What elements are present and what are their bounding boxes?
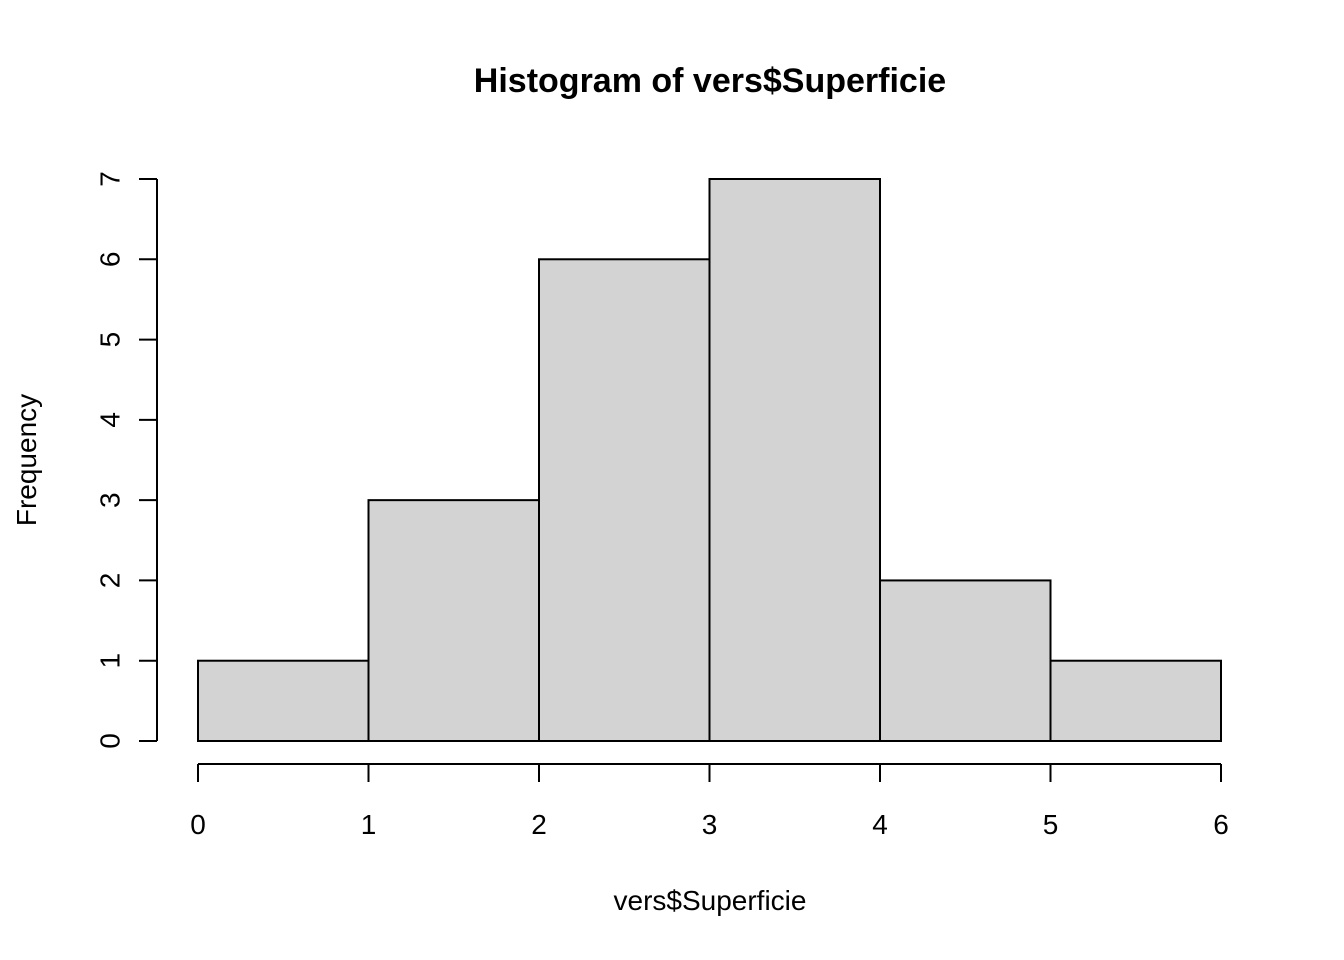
x-tick-label-2: 2 (531, 809, 547, 840)
y-tick-label-2: 2 (95, 573, 126, 589)
histogram-bar-2 (538, 258, 711, 742)
y-tick-label-5: 5 (95, 332, 126, 348)
histogram-bar-0 (197, 659, 370, 743)
y-tick-label-1: 1 (95, 653, 126, 669)
x-axis: 0 1 2 3 4 5 6 (190, 763, 1229, 840)
y-tick-label-3: 3 (95, 492, 126, 508)
histogram-bar-1 (367, 499, 540, 742)
y-axis: 0 1 2 3 4 5 6 7 (95, 171, 158, 749)
y-tick-label-0: 0 (95, 733, 126, 749)
histogram-bar-3 (708, 178, 881, 742)
x-tick-label-6: 6 (1213, 809, 1229, 840)
histogram-bar-4 (879, 579, 1052, 743)
x-tick-label-1: 1 (361, 809, 377, 840)
x-tick-label-0: 0 (190, 809, 206, 840)
x-tick-label-4: 4 (872, 809, 888, 840)
histogram-bar-5 (1049, 659, 1222, 743)
y-tick-label-6: 6 (95, 251, 126, 267)
y-tick-label-7: 7 (95, 171, 126, 187)
y-tick-label-4: 4 (95, 412, 126, 428)
bars-group (197, 178, 1222, 743)
chart-title: Histogram of vers$Superficie (474, 62, 946, 100)
y-axis-label: Frequency (11, 394, 42, 526)
x-axis-label: vers$Superficie (614, 885, 807, 916)
x-tick-label-5: 5 (1043, 809, 1059, 840)
x-tick-label-3: 3 (702, 809, 718, 840)
